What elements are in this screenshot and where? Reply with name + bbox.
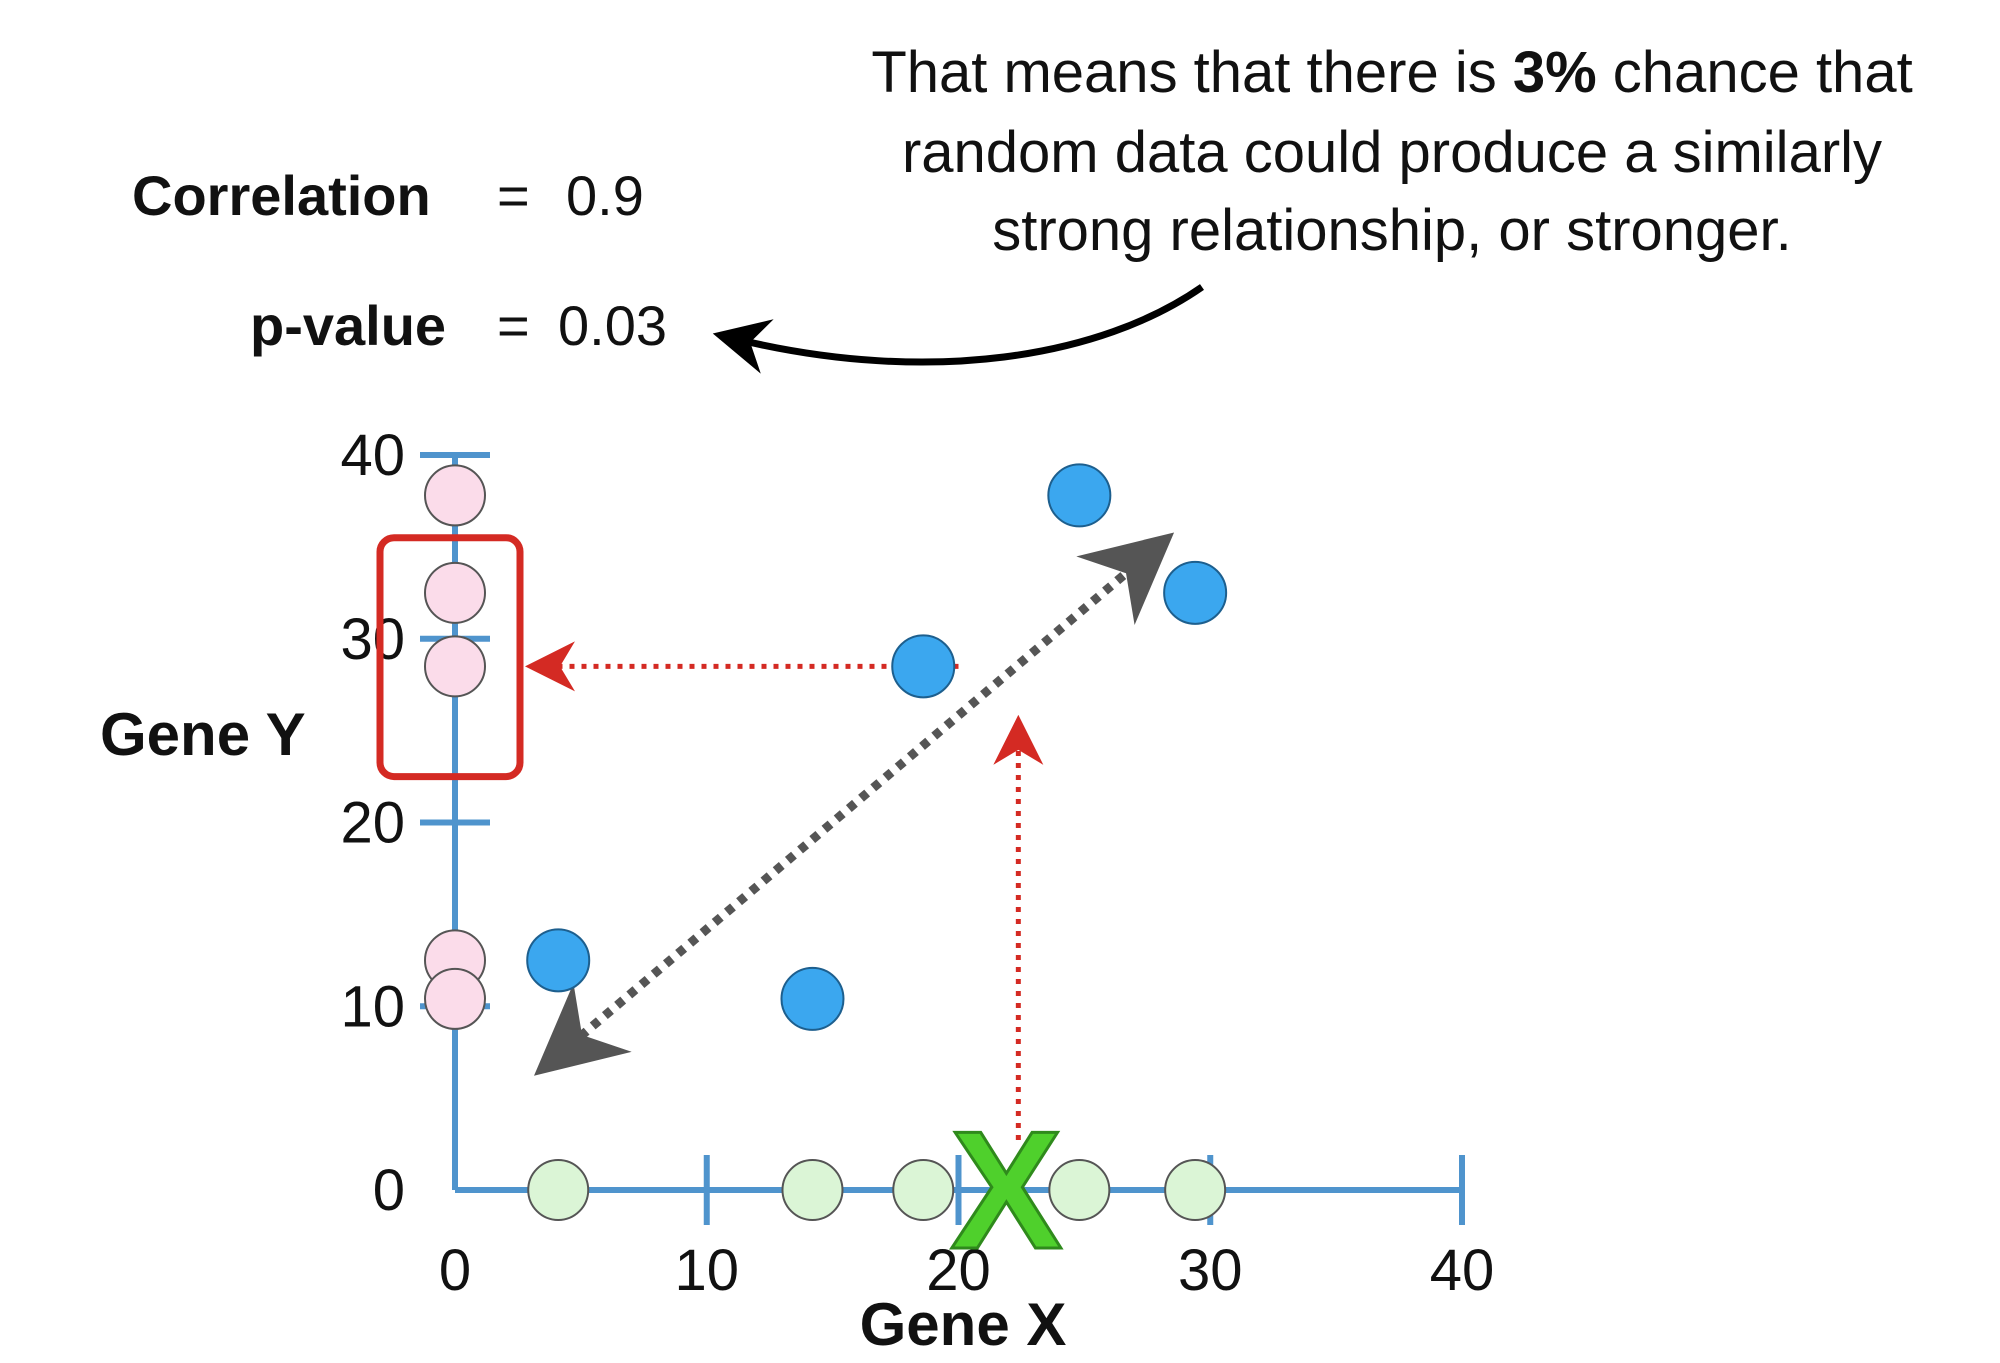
- x-tick-label: 40: [1430, 1238, 1495, 1303]
- annotation-arrow: [712, 284, 1204, 374]
- data-point: [1047, 463, 1112, 528]
- correlation-stat: Correlation = 0.9: [132, 164, 644, 227]
- annotation-line-1: That means that there is 3% chance that: [871, 40, 1912, 105]
- x-projection-point: [892, 1159, 955, 1221]
- y-projection-point: [424, 635, 486, 698]
- y-projection-point: [424, 967, 486, 1030]
- data-point: [891, 634, 956, 699]
- y-tick-label: 0: [373, 1158, 405, 1223]
- x-projection-point: [527, 1159, 590, 1221]
- y-tick-label: 10: [340, 974, 405, 1039]
- y-axis-label: Gene Y: [100, 701, 306, 768]
- data-point: [526, 928, 591, 993]
- x-tick-label: 10: [674, 1238, 739, 1303]
- scatter-plot: 0 10 20 30 40 0 10 20 30 40 X: [340, 423, 1494, 1303]
- x-tick-label: 20: [926, 1238, 991, 1303]
- data-point: [780, 966, 845, 1031]
- y-projection-point: [424, 464, 486, 527]
- x-axis-label: Gene X: [860, 1291, 1067, 1358]
- y-tick-label: 40: [340, 423, 405, 488]
- data-point: [1163, 560, 1228, 625]
- x-projection-point: [1164, 1159, 1227, 1221]
- trend-arrow: [533, 532, 1175, 1076]
- y-projection-point: [424, 561, 486, 624]
- y-tick-label: 20: [340, 791, 405, 856]
- x-projection-point: [1048, 1159, 1111, 1221]
- x-projection-point: [781, 1159, 844, 1221]
- x-tick-label: 0: [439, 1238, 471, 1303]
- highlight-box: [376, 534, 524, 781]
- new-x-marker: X: [950, 1096, 1062, 1284]
- y-tick-label: 30: [340, 607, 405, 672]
- pvalue-stat: p-value = 0.03: [250, 294, 667, 357]
- annotation-line-3: strong relationship, or stronger.: [992, 198, 1792, 263]
- x-tick-label: 30: [1178, 1238, 1243, 1303]
- annotation-line-2: random data could produce a similarly: [902, 120, 1882, 185]
